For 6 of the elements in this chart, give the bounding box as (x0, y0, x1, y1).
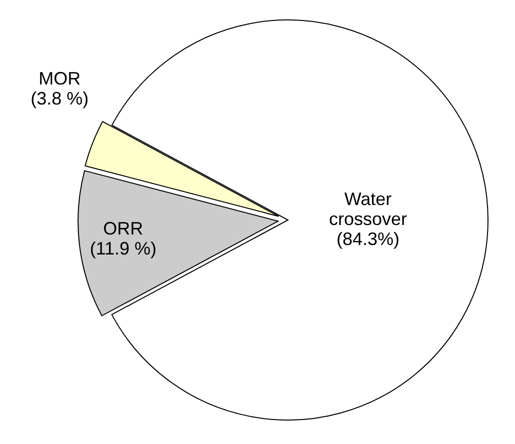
data-label: (84.3%) (336, 228, 400, 249)
slice-label: ORR (103, 218, 144, 238)
data-label: (11.9 %) (90, 238, 157, 258)
data-label: (3.8 %) (30, 88, 89, 108)
slice-label: MOR (38, 68, 81, 88)
slice-label: Water crossover (328, 188, 408, 229)
